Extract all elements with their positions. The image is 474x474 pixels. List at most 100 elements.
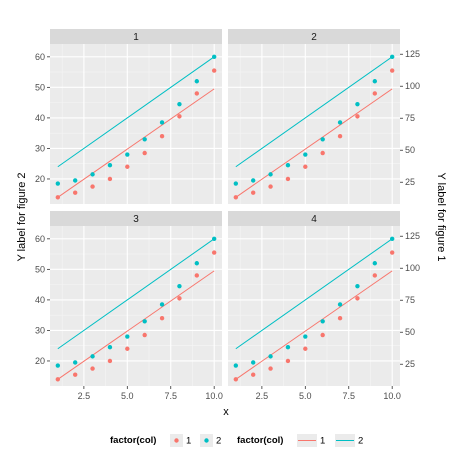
data-point-series-1 <box>159 134 165 139</box>
left-tick-label: 30 <box>35 143 45 153</box>
data-point-series-2 <box>355 283 360 289</box>
left-tick-label: 60 <box>35 52 45 62</box>
series-line-2 <box>235 56 393 168</box>
right-tick-label: 50 <box>405 145 415 155</box>
left-tick-label: 40 <box>35 295 45 305</box>
facet-strip-label: 2 <box>311 32 317 43</box>
data-point-series-1 <box>107 358 113 364</box>
data-point-series-2 <box>125 152 130 157</box>
facet-panel-2: 2 <box>228 29 400 204</box>
left-tick-label: 20 <box>35 174 45 184</box>
data-point-series-1 <box>90 366 95 371</box>
data-point-series-1 <box>107 176 113 182</box>
data-point-series-2 <box>55 181 61 186</box>
data-point-series-1 <box>250 190 256 195</box>
facet-strip-label: 1 <box>133 32 139 43</box>
left-tick-label: 30 <box>35 325 45 335</box>
legend-label: 2 <box>216 436 221 447</box>
right-tick-label: 100 <box>405 263 420 273</box>
data-point-series-2 <box>90 354 95 359</box>
data-point-series-2 <box>320 319 325 324</box>
facet-strip <box>50 29 222 44</box>
data-point-series-2 <box>250 178 256 183</box>
data-point-series-2 <box>159 302 165 307</box>
data-point-series-1 <box>372 273 378 278</box>
data-point-series-2 <box>320 137 325 142</box>
data-point-series-2 <box>211 236 217 242</box>
legend-title: factor(col) <box>237 435 283 446</box>
data-point-series-2 <box>268 172 273 177</box>
facet-panel-1: 1 <box>50 29 222 204</box>
data-point-series-1 <box>355 114 360 119</box>
series-line-2 <box>235 238 393 350</box>
legend-title: factor(col) <box>110 435 156 446</box>
x-tick-label: 2.5 <box>256 391 269 401</box>
series-line-1 <box>57 270 215 380</box>
right-tick-label: 125 <box>405 49 420 59</box>
data-point-series-1 <box>372 91 378 96</box>
data-point-series-1 <box>303 346 308 351</box>
data-point-series-1 <box>159 316 165 321</box>
left-y-axis: 20 30 40 50 60 20 30 40 50 60 <box>35 52 50 366</box>
data-point-series-1 <box>72 190 78 195</box>
data-point-series-1 <box>268 184 273 189</box>
left-tick-label: 50 <box>35 82 45 92</box>
data-point-series-1 <box>337 316 343 321</box>
right-tick-label: 50 <box>405 327 415 337</box>
panel-background <box>228 226 400 386</box>
x-tick-label: 2.5 <box>78 391 91 401</box>
legend-group-points: factor(col) 1 2 <box>110 434 221 447</box>
data-point-series-2 <box>268 354 273 359</box>
legend-group-lines: factor(col) 1 2 <box>237 434 363 447</box>
left-tick-label: 50 <box>35 264 45 274</box>
data-point-series-1 <box>250 372 256 377</box>
right-tick-label: 125 <box>405 231 420 241</box>
data-point-series-2 <box>303 334 308 339</box>
data-point-series-1 <box>320 150 325 156</box>
left-tick-label: 20 <box>35 356 45 366</box>
data-point-series-1 <box>142 332 147 338</box>
panel-background <box>50 226 222 386</box>
facet-strip <box>50 211 222 226</box>
right-tick-label: 75 <box>405 295 415 305</box>
facet-panel-3: 3 <box>50 211 222 386</box>
facet-panel-4: 4 <box>228 211 400 386</box>
data-point-series-1 <box>389 68 395 73</box>
data-point-series-1 <box>125 164 130 169</box>
data-point-series-2 <box>177 283 182 289</box>
data-point-series-2 <box>159 120 165 125</box>
legend-label: 2 <box>358 436 363 447</box>
data-point-series-1 <box>337 134 343 139</box>
panel-background <box>228 44 400 204</box>
data-point-series-2 <box>233 181 239 186</box>
data-point-series-1 <box>194 273 200 278</box>
legend: factor(col) 1 2 factor(col) 1 2 <box>110 434 363 447</box>
data-point-series-2 <box>303 152 308 157</box>
left-y-axis-title: Y label for figure 2 <box>16 172 28 261</box>
data-point-series-2 <box>389 236 395 242</box>
data-point-series-2 <box>355 101 360 107</box>
data-point-series-1 <box>72 372 78 377</box>
data-point-series-2 <box>194 79 200 84</box>
facet-strip-label: 3 <box>133 214 139 225</box>
data-point-series-1 <box>268 366 273 371</box>
data-point-series-2 <box>142 137 147 142</box>
x-tick-label: 10.0 <box>205 391 223 401</box>
series-line-2 <box>57 238 215 350</box>
x-tick-label: 5.0 <box>299 391 312 401</box>
legend-point-key-1 <box>174 438 179 443</box>
data-point-series-1 <box>233 195 239 200</box>
data-point-series-2 <box>90 172 95 177</box>
series-line-1 <box>57 88 215 198</box>
left-tick-label: 40 <box>35 113 45 123</box>
data-point-series-2 <box>372 79 378 84</box>
bottom-x-axis: 2.5 5.0 7.5 10.0 2.5 5.0 7.5 10.0 <box>78 386 401 401</box>
legend-point-key-2 <box>204 438 209 443</box>
right-tick-label: 25 <box>405 359 415 369</box>
x-tick-label: 10.0 <box>383 391 401 401</box>
data-point-series-1 <box>320 332 325 338</box>
right-tick-label: 25 <box>405 177 415 187</box>
legend-label: 1 <box>186 436 191 447</box>
right-tick-label: 75 <box>405 113 415 123</box>
